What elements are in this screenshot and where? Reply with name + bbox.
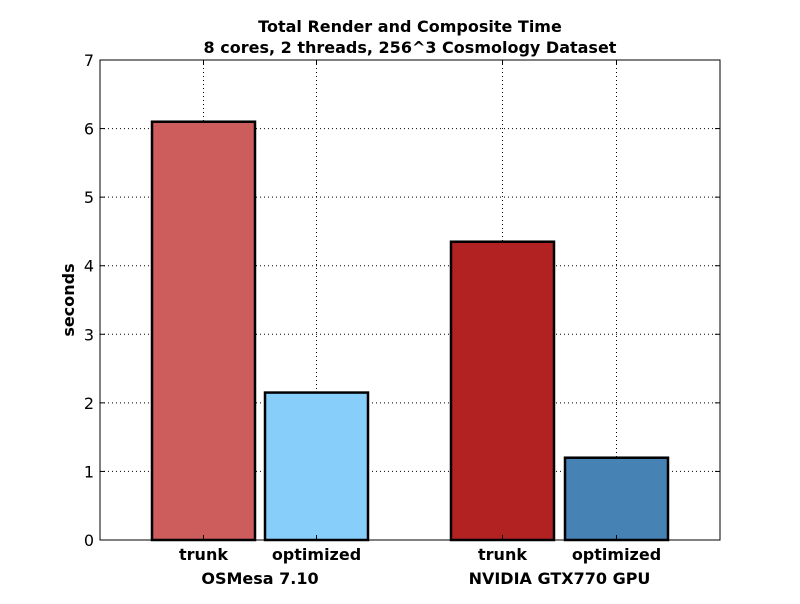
bar-label: trunk: [179, 545, 228, 564]
y-tick-label: 4: [84, 257, 94, 276]
y-tick-label: 6: [84, 120, 94, 139]
y-tick-label: 7: [84, 51, 94, 70]
y-tick-label: 3: [84, 325, 94, 344]
y-axis-label: seconds: [59, 263, 78, 336]
bar-label: trunk: [478, 545, 527, 564]
bar-label: optimized: [272, 545, 361, 564]
bar-label: optimized: [572, 545, 661, 564]
plot-frame: [99, 59, 721, 541]
bars: [150, 120, 670, 542]
bar-nvidia-gtx770-gpu-optimized: [563, 456, 670, 542]
bar-osmesa-7-10-trunk: [150, 120, 257, 542]
y-tick-label: 0: [84, 531, 94, 550]
y-tick-label: 5: [84, 188, 94, 207]
category-labels: trunk optimized OSMesa 7.10 trunk optimized N…: [179, 545, 661, 588]
y-tick-label: 2: [84, 394, 94, 413]
y-tick-label: 1: [84, 462, 94, 481]
bar-osmesa-7-10-optimized: [263, 391, 370, 542]
group-label: OSMesa 7.10: [201, 569, 318, 588]
chart-title: Total Render and Composite Time: [258, 17, 562, 36]
group-label: NVIDIA GTX770 GPU: [469, 569, 651, 588]
chart-subtitle: 8 cores, 2 threads, 256^3 Cosmology Data…: [204, 38, 617, 57]
bar-nvidia-gtx770-gpu-trunk: [449, 240, 556, 542]
